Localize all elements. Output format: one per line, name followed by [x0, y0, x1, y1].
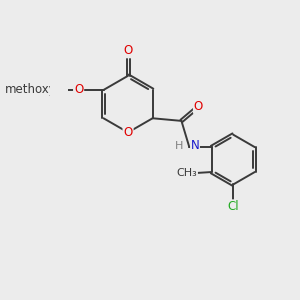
- Text: O: O: [74, 83, 83, 96]
- Text: methoxy: methoxy: [56, 89, 62, 91]
- Text: methoxy: methoxy: [53, 89, 59, 90]
- Text: O: O: [194, 100, 203, 113]
- Text: O: O: [123, 44, 133, 57]
- Text: Cl: Cl: [227, 200, 239, 213]
- Text: N: N: [190, 139, 200, 152]
- Text: H: H: [175, 141, 184, 151]
- Text: O: O: [123, 126, 133, 139]
- Text: methoxy: methoxy: [56, 89, 62, 91]
- Text: CH₃: CH₃: [176, 168, 197, 178]
- Text: methoxy: methoxy: [4, 83, 56, 96]
- Text: methoxy: methoxy: [55, 89, 61, 91]
